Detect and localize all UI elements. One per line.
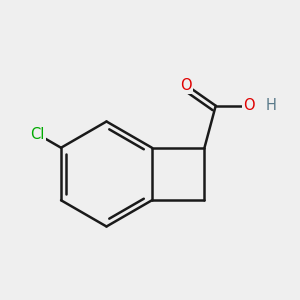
Text: O: O [180,78,192,93]
Text: H: H [266,98,277,113]
Text: O: O [243,98,254,113]
Text: Cl: Cl [31,127,45,142]
